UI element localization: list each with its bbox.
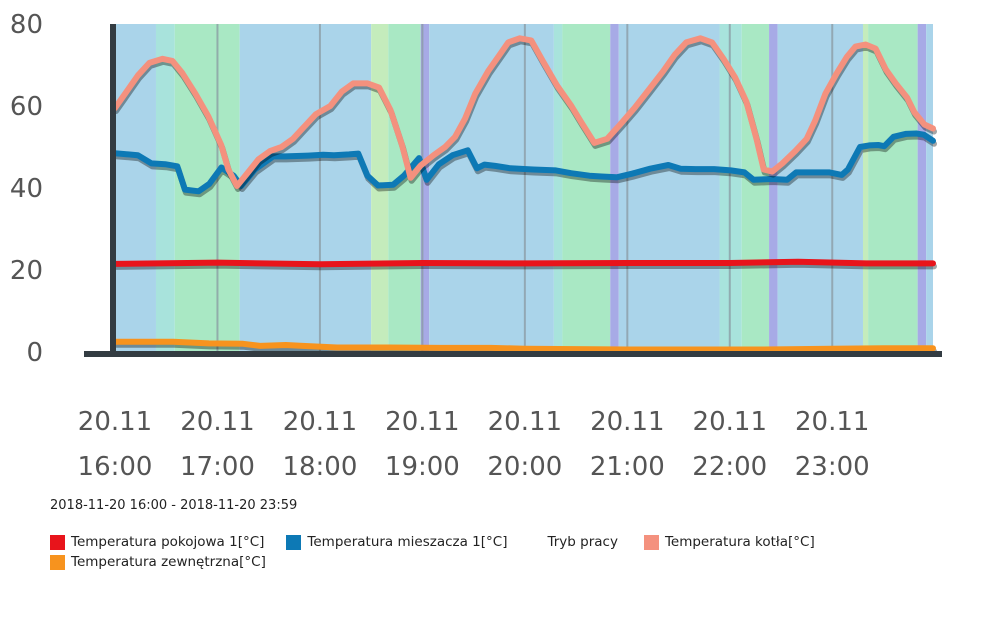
mode-band <box>115 24 156 352</box>
x-tick-date: 20.11 <box>283 407 357 437</box>
legend-item[interactable]: Tryb pracy <box>547 534 617 550</box>
legend-swatch <box>286 534 302 550</box>
legend-label: Temperatura mieszacza 1[°C] <box>307 534 508 550</box>
legend-label: Temperatura pokojowa 1[°C] <box>71 534 265 550</box>
axes <box>84 24 942 357</box>
series-lines <box>112 35 937 356</box>
legend-item[interactable]: Temperatura zewnętrzna[°C] <box>50 554 266 570</box>
mode-band <box>610 24 619 352</box>
x-tick-time: 20:00 <box>487 452 562 480</box>
legend-item[interactable]: Temperatura kotła[°C] <box>643 534 815 550</box>
mode-band <box>429 24 554 352</box>
mode-band <box>618 24 720 352</box>
x-tick-time: 17:00 <box>180 452 255 480</box>
mode-band <box>769 24 778 352</box>
x-tick-date: 20.11 <box>488 407 562 437</box>
series-line <box>112 35 936 189</box>
y-tick-label: 80 <box>10 10 43 40</box>
series-line <box>112 258 936 268</box>
x-tick-labels: 20.11 16:00 20.11 17:00 20.11 18:00 20.11 19:00… <box>78 407 870 480</box>
mode-band <box>420 24 430 352</box>
mode-band <box>553 24 563 352</box>
y-tick-label: 60 <box>10 92 43 122</box>
x-tick-time: 18:00 <box>282 452 357 480</box>
legend: Temperatura pokojowa 1[°C] Temperatura mi… <box>50 532 910 572</box>
x-tick-date: 20.11 <box>693 407 767 437</box>
x-tick-date: 20.11 <box>795 407 869 437</box>
y-tick-label: 20 <box>10 256 43 286</box>
legend-label: Temperatura zewnętrzna[°C] <box>71 554 266 570</box>
series-line <box>112 338 936 353</box>
x-tick-date: 20.11 <box>78 407 152 437</box>
mode-band <box>868 24 918 352</box>
line-chart: 0 20 40 60 80 20.11 16:00 20.11 17:00 20.11 18:00… <box>10 10 942 480</box>
mode-band <box>926 24 933 352</box>
legend-row: Temperatura zewnętrzna[°C] <box>50 552 910 572</box>
mode-band <box>239 24 372 352</box>
mode-band <box>917 24 927 352</box>
mode-band <box>388 24 421 352</box>
legend-label: Temperatura kotła[°C] <box>664 534 815 550</box>
y-tick-label: 40 <box>10 174 43 204</box>
x-tick-time: 21:00 <box>590 452 665 480</box>
mode-band <box>777 24 863 352</box>
legend-swatch <box>50 554 65 570</box>
mode-band <box>862 24 869 352</box>
x-tick-time: 22:00 <box>692 452 767 480</box>
mode-band <box>741 24 770 352</box>
legend-swatch <box>643 534 659 550</box>
x-tick-time: 19:00 <box>385 452 460 480</box>
legend-label: Tryb pracy <box>547 534 618 550</box>
legend-swatch <box>50 534 65 550</box>
y-tick-label: 0 <box>26 338 43 368</box>
x-tick-time: 23:00 <box>795 452 870 480</box>
vertical-gridlines <box>216 24 834 352</box>
legend-item[interactable]: Temperatura mieszacza 1[°C] <box>286 534 507 550</box>
y-tick-labels: 0 20 40 60 80 <box>10 10 43 368</box>
mode-band <box>155 24 175 352</box>
mode-band <box>562 24 611 352</box>
x-tick-date: 20.11 <box>385 407 459 437</box>
x-tick-date: 20.11 <box>180 407 254 437</box>
legend-item[interactable]: Temperatura pokojowa 1[°C] <box>50 534 264 550</box>
series-line <box>112 130 936 195</box>
legend-row: Temperatura pokojowa 1[°C] Temperatura mi… <box>50 532 910 552</box>
date-range-label: 2018-11-20 16:00 - 2018-11-20 23:59 <box>50 498 298 513</box>
x-tick-time: 16:00 <box>78 452 153 480</box>
x-tick-date: 20.11 <box>590 407 664 437</box>
